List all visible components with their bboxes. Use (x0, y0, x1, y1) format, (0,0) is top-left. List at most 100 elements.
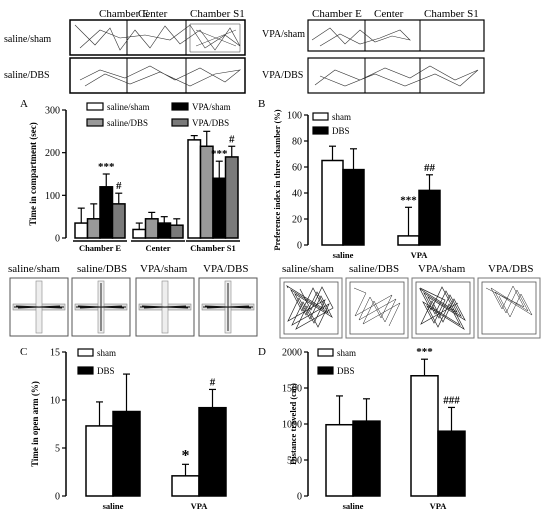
bar (171, 475, 200, 497)
legend-label: DBS (332, 126, 350, 136)
open-field-track (286, 285, 334, 330)
chart-b: 0 20 40 60 80 100 Preference index in three ch… (272, 109, 441, 260)
legend-label: sham (337, 348, 356, 358)
y-axis-label: Distance traveled (cm) (288, 383, 298, 465)
bar (187, 139, 202, 239)
significance-marker: # (229, 133, 235, 145)
significance-marker: # (210, 376, 216, 388)
open-field-frame (477, 277, 541, 339)
legend-swatch (312, 126, 329, 135)
significance-marker: ### (443, 394, 460, 406)
maze-track (14, 305, 64, 309)
maze-track (140, 305, 190, 309)
bar (99, 186, 114, 239)
maze-images (9, 277, 258, 337)
bar (410, 375, 439, 497)
legend-swatch (171, 102, 189, 111)
y-tick-label: 40 (292, 189, 302, 200)
bar (212, 177, 227, 239)
x-tick-label: VPA (411, 250, 429, 260)
track-path-vpa-sham (311, 27, 411, 47)
track-path-vpa-dbs (314, 65, 479, 87)
legend-label: DBS (337, 366, 355, 376)
x-tick-label: VPA (191, 501, 209, 511)
y-tick-label: 100 (45, 191, 60, 202)
track-row-label-vpa-sham: VPA/sham (262, 29, 305, 40)
legend-label: VPA/DBS (192, 118, 229, 128)
track-path-saline-dbs (79, 65, 242, 87)
open-field-arena (481, 281, 537, 335)
open-field-arena (349, 281, 405, 335)
legend-swatch (77, 348, 94, 357)
significance-marker: * (182, 447, 190, 464)
y-tick-label: 0 (297, 492, 302, 503)
y-tick-label: 0 (55, 492, 60, 503)
y-tick-label: 80 (292, 137, 302, 148)
bar (325, 423, 354, 497)
track-panel-left: Chamber E Center Chamber S1 saline/sham … (4, 8, 246, 94)
track-arena-vpa-dbs (307, 57, 485, 94)
y-tick-label: 0 (55, 234, 60, 245)
legend-label: saline/sham (107, 102, 150, 112)
y-tick-label: 5 (55, 444, 60, 455)
open-field-arena (283, 281, 339, 335)
maze-label-vpa-sham: VPA/sham (140, 263, 188, 275)
y-tick-label: 60 (292, 163, 302, 174)
bar (224, 156, 239, 239)
plus-maze-row: saline/sham saline/DBS VPA/sham VPA/DBS (8, 263, 258, 337)
chamber-label-s1-left: Chamber S1 (190, 8, 245, 20)
panel-letter-b: B (258, 98, 265, 110)
y-axis-label: Time in compartment (sec) (28, 122, 38, 226)
bar (111, 203, 126, 239)
y-tick-label: 1000 (282, 420, 302, 431)
openfield-label-vpa-dbs: VPA/DBS (488, 263, 533, 275)
open-field-track (485, 285, 533, 318)
bar (169, 224, 184, 239)
y-axis-label: Time in open arm (%) (30, 381, 40, 467)
bar (157, 222, 172, 239)
chamber-label-e-left: Chamber E (99, 8, 149, 20)
panel-letter-c: C (20, 346, 27, 358)
y-tick-label: 15 (50, 348, 60, 359)
bar (144, 218, 159, 239)
legend-label: saline/DBS (107, 118, 148, 128)
open-field-frame (345, 277, 409, 339)
openfield-label-saline-dbs: saline/DBS (349, 263, 399, 275)
significance-marker: ## (424, 162, 436, 174)
track-path-saline-sham (74, 24, 241, 51)
bar (132, 228, 147, 239)
x-tick-label: Chamber S1 (190, 243, 235, 253)
maze-label-vpa-dbs: VPA/DBS (203, 263, 248, 275)
x-tick-label: Chamber E (79, 243, 121, 253)
track-arena-saline-sham (69, 19, 246, 56)
bar (74, 222, 89, 239)
legend-swatch (86, 118, 104, 127)
maze-label-saline-sham: saline/sham (8, 263, 60, 275)
y-tick-label: 1500 (282, 384, 302, 395)
bar (86, 218, 101, 239)
track-row-label-saline-dbs: saline/DBS (4, 70, 50, 81)
legend-swatch (317, 348, 334, 357)
panel-letter-d: D (258, 346, 266, 358)
y-tick-label: 20 (292, 215, 302, 226)
maze-label-saline-dbs: saline/DBS (77, 263, 127, 275)
open-field-row: saline/sham saline/DBS VPA/sham VPA/DBS (279, 263, 541, 339)
track-arena-vpa-sham (307, 19, 485, 52)
bar (321, 159, 344, 246)
legend-swatch (171, 118, 189, 127)
chamber-label-center-left: Center (138, 8, 168, 20)
legend-swatch (317, 366, 334, 375)
bar (352, 420, 381, 497)
track-arena-saline-dbs (69, 57, 246, 94)
chamber-label-e-right: Chamber E (312, 8, 362, 20)
open-field-images (279, 277, 541, 339)
legend-label: sham (332, 112, 351, 122)
track-path-saline-sham (189, 23, 241, 53)
y-tick-label: 500 (287, 456, 302, 467)
panel-letter-a: A (20, 98, 28, 110)
bar (418, 189, 441, 246)
y-tick-label: 300 (45, 106, 60, 117)
y-tick-label: 100 (287, 111, 302, 122)
open-field-frame (411, 277, 475, 339)
open-field-track (353, 287, 401, 327)
